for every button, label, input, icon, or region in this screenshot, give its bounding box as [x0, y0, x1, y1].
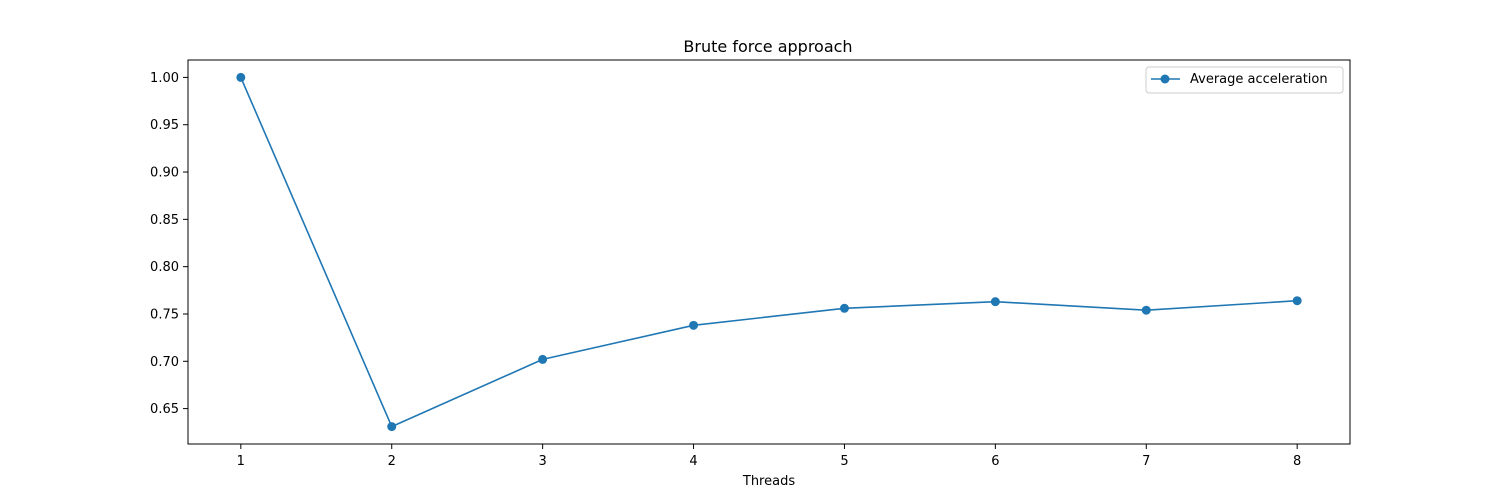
legend-marker — [1160, 74, 1170, 84]
plot-frame — [187, 59, 1351, 445]
legend: Average acceleration — [1145, 66, 1344, 94]
series-line — [240, 77, 1298, 428]
x-tick-label: 7 — [1142, 454, 1150, 469]
y-tick-label: 0.80 — [150, 260, 179, 275]
x-tick-label: 8 — [1293, 454, 1301, 469]
x-tick-label: 3 — [538, 454, 546, 469]
x-axis: 1 2 3 4 5 6 7 8 — [237, 444, 1301, 469]
y-tick-label: 0.65 — [150, 402, 179, 417]
x-tick-label: 1 — [237, 454, 245, 469]
data-point — [538, 354, 548, 364]
y-tick-label: 0.85 — [150, 213, 179, 228]
y-tick-label: 1.00 — [150, 71, 179, 86]
data-point — [236, 72, 246, 82]
x-axis-label: Threads — [742, 474, 795, 489]
legend-box — [1145, 66, 1344, 94]
y-tick-label: 0.90 — [150, 166, 179, 181]
x-tick-label: 5 — [840, 454, 848, 469]
series-layer — [236, 72, 1302, 432]
data-point — [689, 320, 699, 330]
data-point — [387, 422, 397, 432]
x-tick-label: 6 — [991, 454, 999, 469]
x-tick-label: 2 — [388, 454, 396, 469]
legend-entry: Average acceleration — [1190, 72, 1328, 87]
x-tick-label: 4 — [689, 454, 697, 469]
chart-title: Brute force approach — [683, 37, 852, 56]
plot-area — [187, 59, 1351, 445]
data-point — [990, 297, 1000, 307]
y-tick-label: 0.95 — [150, 118, 179, 133]
data-point — [1292, 296, 1302, 306]
data-point — [839, 303, 849, 313]
data-point — [1141, 305, 1151, 315]
y-tick-label: 0.70 — [150, 355, 179, 370]
y-tick-label: 0.75 — [150, 307, 179, 322]
y-axis: 0.65 0.70 0.75 0.80 0.85 0.90 0.95 1.00 — [150, 71, 188, 417]
